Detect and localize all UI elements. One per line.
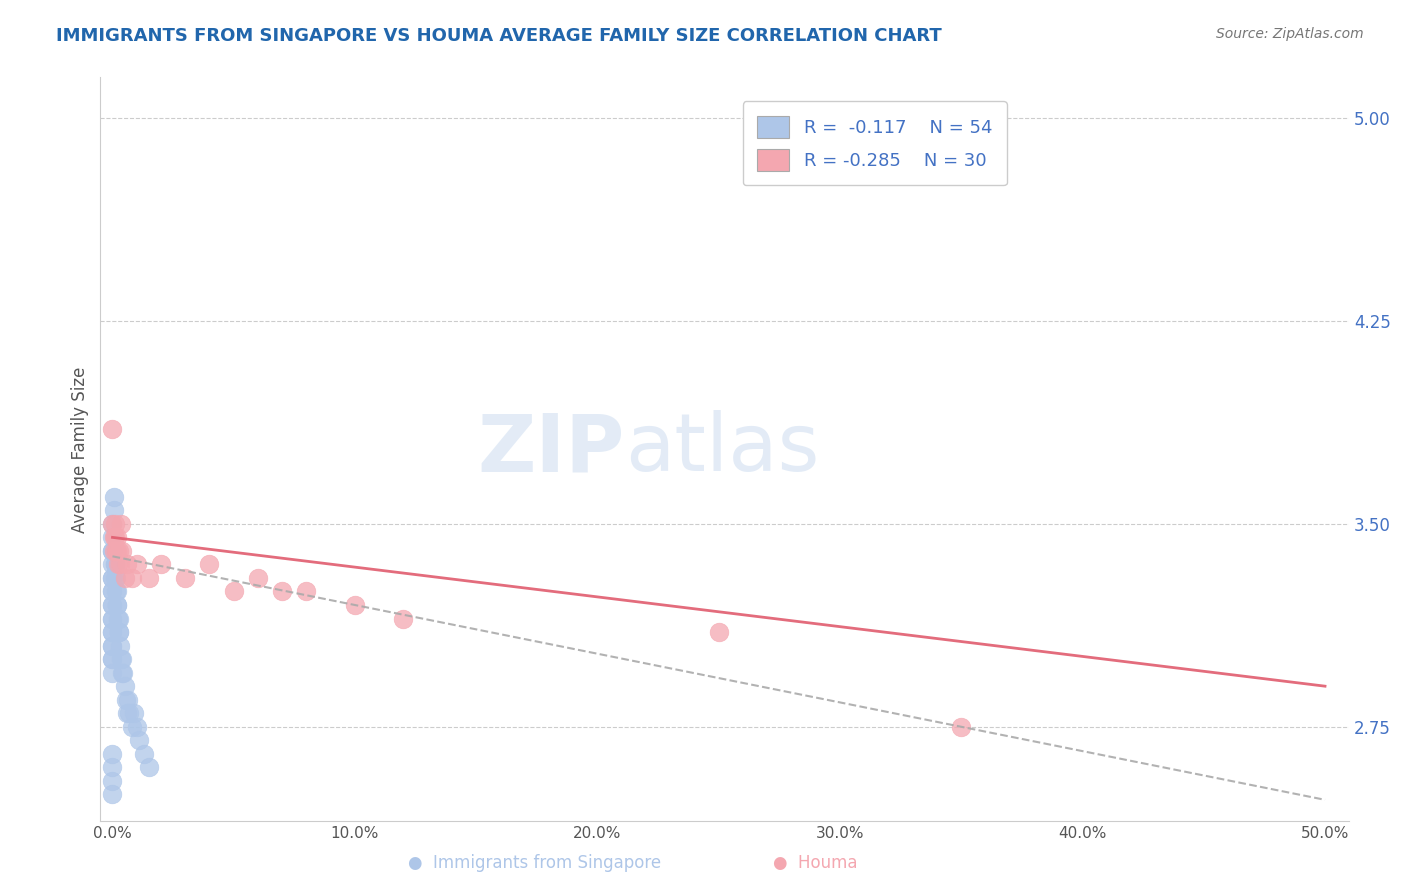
Point — [222, 584, 245, 599]
Point — [103, 544, 125, 558]
Point — [101, 625, 124, 640]
Point — [271, 584, 294, 599]
Legend: R =  -0.117    N = 54, R = -0.285    N = 30: R = -0.117 N = 54, R = -0.285 N = 30 — [742, 102, 1007, 186]
Point — [111, 652, 134, 666]
Point — [392, 611, 415, 625]
Point — [707, 625, 730, 640]
Point — [114, 679, 136, 693]
Point — [114, 571, 136, 585]
Point — [101, 571, 124, 585]
Point — [121, 720, 143, 734]
Point — [105, 571, 128, 585]
Point — [101, 584, 124, 599]
Point — [117, 692, 139, 706]
Point — [101, 625, 124, 640]
Text: ●  Houma: ● Houma — [773, 855, 858, 872]
Point — [125, 720, 148, 734]
Point — [101, 544, 124, 558]
Text: ●  Immigrants from Singapore: ● Immigrants from Singapore — [408, 855, 661, 872]
Point — [125, 558, 148, 572]
Point — [107, 611, 129, 625]
Point — [101, 652, 124, 666]
Y-axis label: Average Family Size: Average Family Size — [72, 367, 89, 533]
Point — [118, 706, 141, 721]
Point — [110, 516, 132, 531]
Point — [121, 571, 143, 585]
Point — [295, 584, 318, 599]
Point — [111, 665, 134, 680]
Point — [101, 639, 124, 653]
Point — [246, 571, 269, 585]
Point — [101, 652, 124, 666]
Point — [104, 530, 127, 544]
Point — [101, 516, 124, 531]
Point — [104, 516, 127, 531]
Point — [107, 625, 129, 640]
Point — [950, 720, 973, 734]
Point — [111, 544, 134, 558]
Text: ZIP: ZIP — [478, 410, 624, 489]
Point — [101, 639, 124, 653]
Point — [149, 558, 172, 572]
Point — [107, 544, 129, 558]
Point — [101, 598, 124, 612]
Point — [138, 760, 160, 774]
Point — [174, 571, 197, 585]
Point — [108, 639, 131, 653]
Point — [101, 530, 124, 544]
Text: Source: ZipAtlas.com: Source: ZipAtlas.com — [1216, 27, 1364, 41]
Point — [103, 503, 125, 517]
Point — [105, 584, 128, 599]
Point — [105, 598, 128, 612]
Point — [115, 706, 138, 721]
Point — [105, 544, 128, 558]
Point — [101, 665, 124, 680]
Point — [105, 584, 128, 599]
Point — [104, 558, 127, 572]
Point — [101, 611, 124, 625]
Point — [103, 490, 125, 504]
Point — [101, 558, 124, 572]
Point — [114, 692, 136, 706]
Point — [105, 544, 128, 558]
Point — [101, 544, 124, 558]
Point — [101, 611, 124, 625]
Point — [132, 747, 155, 761]
Point — [108, 558, 131, 572]
Point — [101, 516, 124, 531]
Point — [101, 760, 124, 774]
Point — [107, 558, 129, 572]
Point — [104, 558, 127, 572]
Point — [198, 558, 221, 572]
Point — [112, 665, 135, 680]
Point — [107, 611, 129, 625]
Text: atlas: atlas — [624, 410, 820, 489]
Point — [101, 571, 124, 585]
Point — [101, 788, 124, 802]
Point — [103, 530, 125, 544]
Point — [138, 571, 160, 585]
Point — [115, 558, 138, 572]
Point — [108, 625, 131, 640]
Point — [105, 598, 128, 612]
Point — [124, 706, 146, 721]
Point — [101, 747, 124, 761]
Point — [128, 733, 150, 747]
Point — [101, 773, 124, 788]
Point — [105, 530, 128, 544]
Point — [104, 571, 127, 585]
Text: IMMIGRANTS FROM SINGAPORE VS HOUMA AVERAGE FAMILY SIZE CORRELATION CHART: IMMIGRANTS FROM SINGAPORE VS HOUMA AVERA… — [56, 27, 942, 45]
Point — [101, 584, 124, 599]
Point — [343, 598, 366, 612]
Point — [110, 652, 132, 666]
Point — [101, 598, 124, 612]
Point — [101, 422, 124, 436]
